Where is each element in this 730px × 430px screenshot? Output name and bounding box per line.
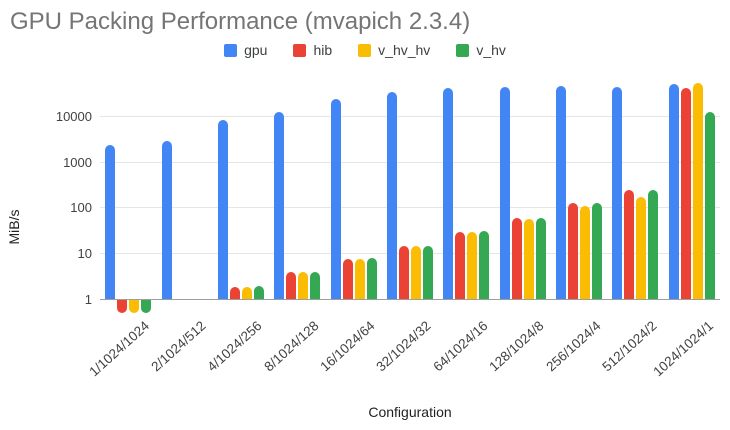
legend-label: v_hv — [476, 42, 506, 58]
legend-item-gpu: gpu — [224, 42, 267, 58]
bar-v_hv_hv-1-1024-1024 — [129, 300, 140, 313]
x-axis-title: Configuration — [368, 404, 452, 420]
bar-v_hv-64-1024-16 — [479, 231, 490, 299]
y-tick-label: 10000 — [55, 108, 92, 124]
bar-hib-4-1024-256 — [229, 286, 240, 299]
x-tick-label: 512/1024/2 — [599, 318, 660, 375]
bar-hib-1-1024-1024 — [117, 300, 128, 313]
bar-hib-64-1024-16 — [455, 231, 466, 299]
legend-swatch-icon — [293, 43, 307, 57]
bar-v_hv-128-1024-8 — [535, 217, 546, 299]
x-tick-label: 1024/1024/1 — [650, 318, 716, 380]
x-tick-label: 2/1024/512 — [148, 318, 209, 375]
bar-v_hv_hv-4-1024-256 — [241, 287, 252, 299]
legend-swatch-icon — [456, 43, 470, 57]
legend-item-v_hv_hv: v_hv_hv — [358, 42, 430, 58]
bar-v_hv-1-1024-1024 — [141, 300, 152, 313]
bar-v_hv_hv-256-1024-4 — [580, 205, 591, 299]
bar-hib-512-1024-2 — [624, 189, 635, 299]
bar-v_hv-4-1024-256 — [253, 286, 264, 299]
bar-hib-128-1024-8 — [511, 217, 522, 299]
gridline — [100, 207, 720, 209]
bar-v_hv_hv-128-1024-8 — [523, 218, 534, 299]
gridline — [100, 253, 720, 255]
bar-v_hv_hv-8-1024-128 — [298, 272, 309, 299]
bar-v_hv_hv-32-1024-32 — [411, 246, 421, 299]
bar-v_hv-256-1024-4 — [592, 202, 603, 299]
bar-hib-256-1024-4 — [568, 203, 579, 299]
bar-v_hv-8-1024-128 — [310, 272, 321, 299]
x-tick-label: 256/1024/4 — [542, 318, 604, 375]
gridline — [100, 161, 720, 163]
x-tick-label: 1/1024/1024 — [86, 318, 153, 380]
x-tick-label: 64/1024/16 — [430, 318, 491, 375]
plot-area: 1 10 100 1000 10000 1/1024/1024 2/1024/512 4/10… — [56, 80, 720, 379]
y-axis-title: MiB/s — [6, 209, 22, 245]
bar-v_hv-32-1024-32 — [423, 245, 433, 299]
x-tick-label: 4/1024/256 — [204, 318, 265, 375]
bar-gpu-16-1024-64 — [330, 99, 341, 299]
gridline — [100, 115, 720, 117]
bar-gpu-4-1024-256 — [217, 120, 228, 299]
y-tick-label: 10 — [77, 246, 92, 262]
y-tick-label: 1 — [84, 292, 92, 307]
bar-v_hv_hv-16-1024-64 — [354, 258, 365, 299]
bar-gpu-128-1024-8 — [499, 86, 510, 299]
legend: gpu hib v_hv_hv v_hv — [0, 42, 730, 58]
x-tick-label: 16/1024/64 — [317, 318, 378, 375]
bar-gpu-1-1024-1024 — [105, 145, 116, 299]
bar-v_hv-16-1024-64 — [366, 258, 377, 299]
legend-label: v_hv_hv — [378, 42, 431, 58]
bar-v_hv_hv-1024-1024-1 — [692, 83, 703, 299]
bar-v_hv_hv-64-1024-16 — [467, 232, 478, 299]
bar-v_hv-512-1024-2 — [648, 190, 659, 299]
bar-gpu-512-1024-2 — [612, 86, 623, 299]
bar-v_hv_hv-512-1024-2 — [636, 197, 647, 299]
bar-hib-1024-1024-1 — [680, 88, 691, 299]
bar-gpu-64-1024-16 — [443, 87, 454, 299]
legend-item-hib: hib — [293, 42, 332, 58]
bar-hib-32-1024-32 — [399, 245, 409, 299]
chart-title: GPU Packing Performance (mvapich 2.3.4) — [10, 8, 471, 35]
bar-v_hv-1024-1024-1 — [704, 112, 715, 299]
y-tick-label: 1000 — [63, 154, 92, 170]
legend-swatch-icon — [358, 43, 372, 57]
legend-swatch-icon — [224, 43, 238, 57]
bar-hib-16-1024-64 — [342, 258, 353, 299]
x-tick-label: 8/1024/128 — [261, 318, 322, 375]
x-tick-label: 32/1024/32 — [373, 318, 435, 375]
legend-label: hib — [313, 42, 333, 58]
bar-hib-8-1024-128 — [286, 272, 297, 299]
bar-gpu-2-1024-512 — [161, 141, 172, 299]
bar-gpu-256-1024-4 — [556, 85, 567, 299]
bar-gpu-32-1024-32 — [387, 91, 397, 299]
bar-gpu-8-1024-128 — [274, 111, 285, 299]
x-tick-label: 128/1024/8 — [486, 318, 547, 375]
axis-baseline — [100, 299, 720, 300]
bar-gpu-1024-1024-1 — [668, 83, 679, 299]
legend-item-v_hv: v_hv — [456, 42, 506, 58]
y-tick-label: 100 — [70, 200, 92, 216]
legend-label: gpu — [244, 42, 268, 58]
